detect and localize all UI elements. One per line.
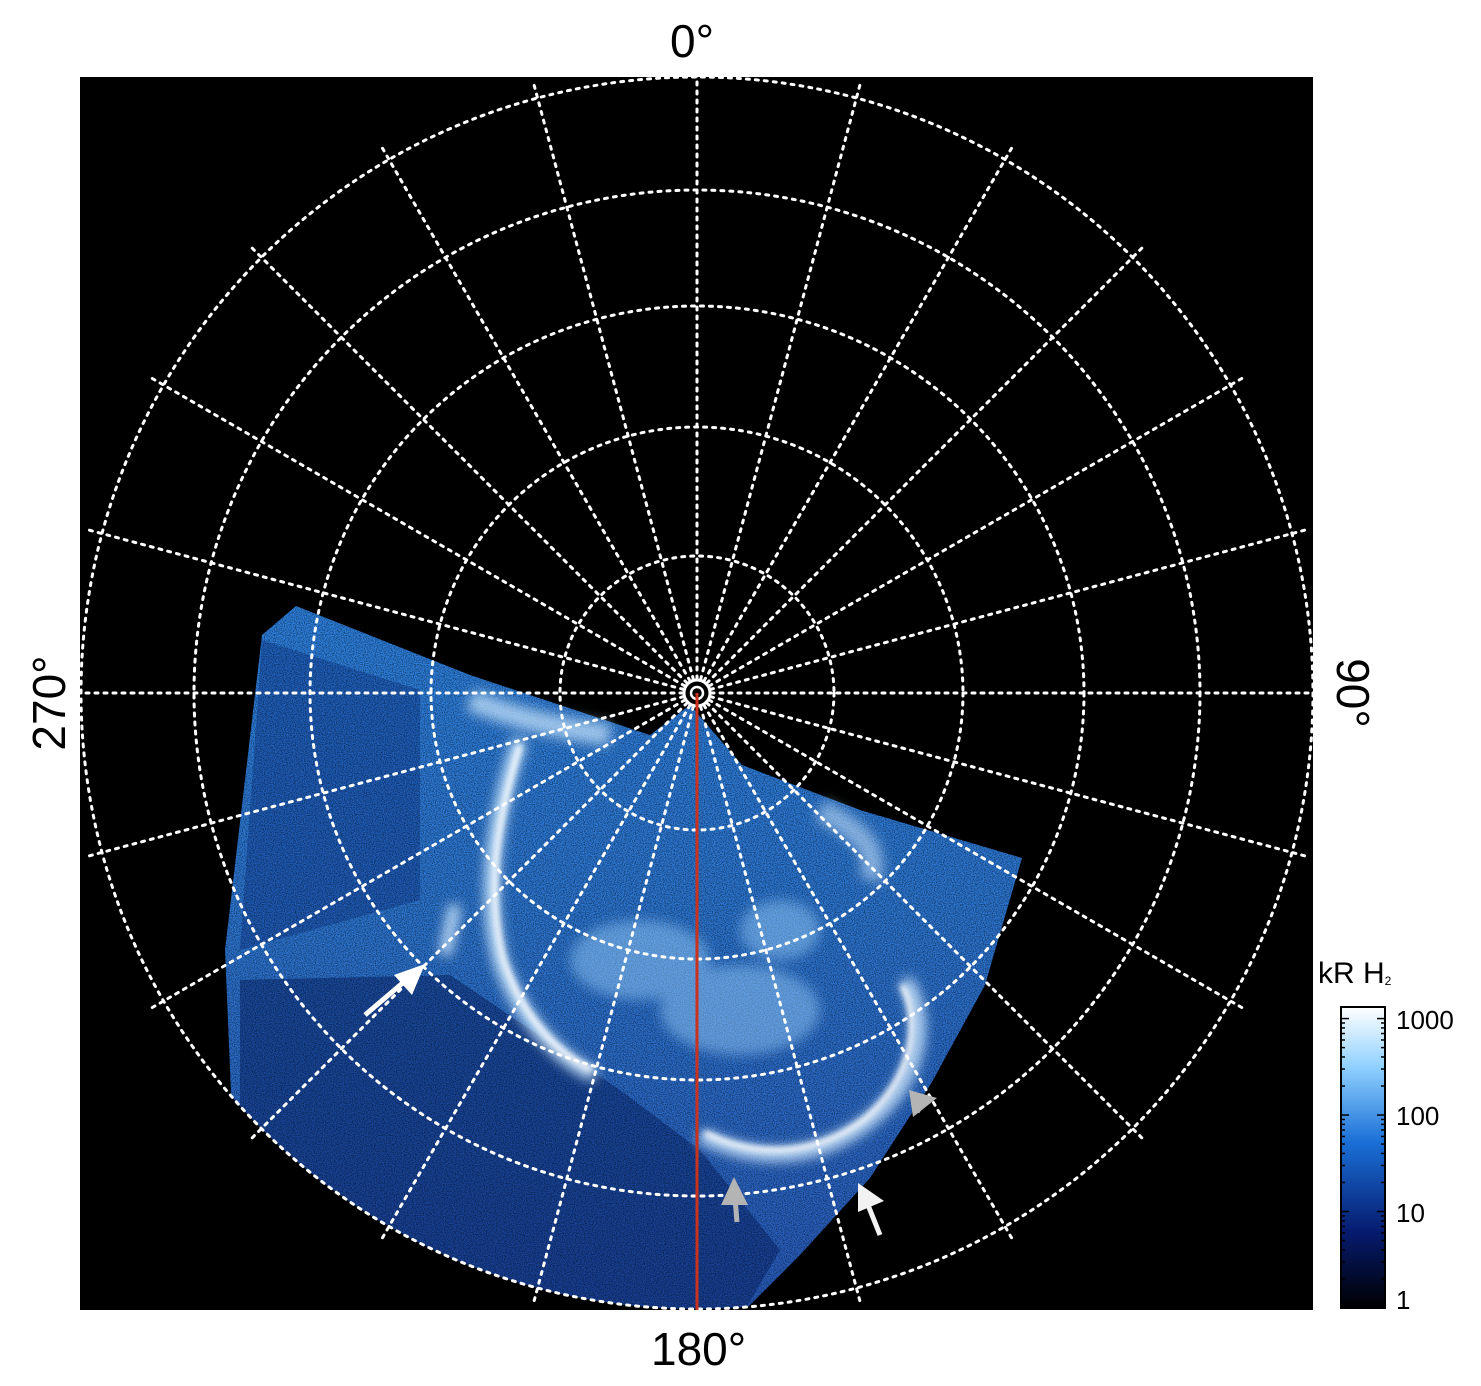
grid-meridian (250, 246, 689, 685)
grid-meridian (86, 695, 685, 858)
arrow-southeast-white (858, 1183, 884, 1236)
grid-meridian (709, 528, 1308, 691)
grid-meridian (532, 82, 695, 681)
grid-meridian (707, 698, 1245, 1010)
grid-meridian (705, 246, 1144, 685)
grid-meridian (702, 145, 1014, 683)
grid-meridian (380, 703, 692, 1241)
grid-meridian (250, 701, 689, 1140)
label-right-longitude: 90° (1327, 658, 1379, 728)
colorbar (1340, 1006, 1386, 1309)
grid-meridian (149, 698, 687, 1010)
arrow-east-gray (909, 1090, 937, 1117)
grid-meridian (380, 145, 692, 683)
grid-meridian (149, 376, 687, 688)
colorbar-tick-10: 10 (1396, 1198, 1425, 1228)
colorbar-title-sub: 2 (1384, 974, 1392, 988)
arrow-west-white (363, 964, 425, 1017)
grid-meridian (699, 82, 862, 681)
grid-meridian (709, 695, 1308, 858)
arrow-south-gray (721, 1177, 748, 1223)
label-left-longitude: 270° (23, 655, 75, 751)
grid-meridian (532, 705, 695, 1304)
label-top-longitude: 0° (670, 15, 714, 67)
grid-meridian (705, 701, 1144, 1140)
grid-meridian (699, 705, 862, 1304)
lat-lon-grid (80, 77, 1313, 1310)
colorbar-tick-100: 100 (1396, 1101, 1440, 1131)
colorbar-tick-1: 1 (1396, 1285, 1411, 1315)
grid-meridian (702, 703, 1014, 1241)
colorbar-title-main: kR H (1318, 957, 1385, 990)
grid-meridian (86, 528, 685, 691)
grid-meridian (707, 376, 1245, 688)
label-bottom-longitude: 180° (651, 1323, 747, 1375)
colorbar-tick-1000: 1000 (1396, 1005, 1454, 1035)
colorbar-title: kR H2 (1318, 957, 1391, 991)
